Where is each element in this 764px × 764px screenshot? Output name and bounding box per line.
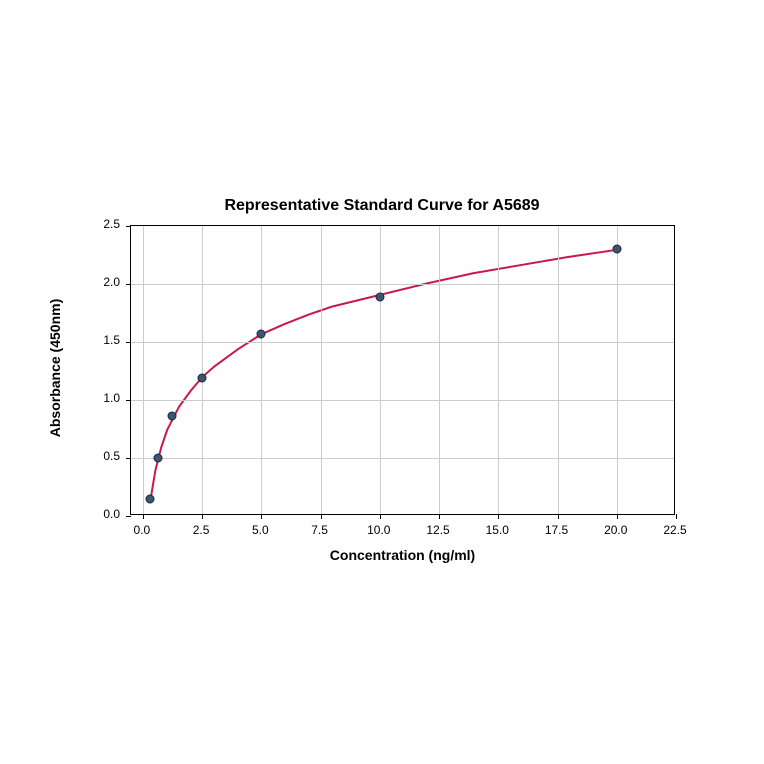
grid-line-vertical bbox=[439, 226, 440, 514]
y-axis-label: Absorbance (450nm) bbox=[47, 288, 63, 448]
y-tick-mark bbox=[126, 226, 131, 227]
y-tick-label: 0.5 bbox=[80, 449, 120, 463]
x-tick-label: 22.5 bbox=[655, 523, 695, 537]
x-tick-mark bbox=[439, 514, 440, 519]
x-tick-mark bbox=[143, 514, 144, 519]
x-tick-label: 2.5 bbox=[181, 523, 221, 537]
x-tick-label: 7.5 bbox=[300, 523, 340, 537]
grid-line-vertical bbox=[617, 226, 618, 514]
x-tick-label: 20.0 bbox=[596, 523, 636, 537]
y-tick-mark bbox=[126, 400, 131, 401]
y-tick-label: 1.5 bbox=[80, 333, 120, 347]
grid-line-vertical bbox=[261, 226, 262, 514]
x-tick-label: 17.5 bbox=[537, 523, 577, 537]
grid-line-vertical bbox=[380, 226, 381, 514]
grid-line-horizontal bbox=[131, 400, 674, 401]
y-tick-label: 2.0 bbox=[80, 275, 120, 289]
x-tick-mark bbox=[261, 514, 262, 519]
x-tick-label: 5.0 bbox=[240, 523, 280, 537]
grid-line-vertical bbox=[143, 226, 144, 514]
data-point bbox=[168, 412, 177, 421]
x-tick-mark bbox=[617, 514, 618, 519]
y-tick-label: 2.5 bbox=[80, 217, 120, 231]
curve-svg bbox=[131, 226, 674, 514]
grid-line-vertical bbox=[202, 226, 203, 514]
y-tick-mark bbox=[126, 458, 131, 459]
grid-line-vertical bbox=[558, 226, 559, 514]
fitted-curve bbox=[151, 250, 614, 497]
x-tick-mark bbox=[676, 514, 677, 519]
grid-line-horizontal bbox=[131, 284, 674, 285]
x-tick-label: 10.0 bbox=[359, 523, 399, 537]
y-tick-mark bbox=[126, 342, 131, 343]
data-point bbox=[375, 292, 384, 301]
x-tick-mark bbox=[498, 514, 499, 519]
plot-area bbox=[130, 225, 675, 515]
y-tick-label: 1.0 bbox=[80, 391, 120, 405]
x-tick-label: 12.5 bbox=[418, 523, 458, 537]
y-tick-label: 0.0 bbox=[80, 507, 120, 521]
x-tick-mark bbox=[380, 514, 381, 519]
grid-line-vertical bbox=[321, 226, 322, 514]
y-tick-mark bbox=[126, 284, 131, 285]
grid-line-horizontal bbox=[131, 458, 674, 459]
grid-line-vertical bbox=[498, 226, 499, 514]
x-tick-label: 15.0 bbox=[477, 523, 517, 537]
data-point bbox=[612, 245, 621, 254]
chart-container: Representative Standard Curve for A5689 … bbox=[0, 0, 764, 764]
data-point bbox=[257, 329, 266, 338]
data-point bbox=[146, 494, 155, 503]
x-axis-label: Concentration (ng/ml) bbox=[130, 547, 675, 563]
grid-line-horizontal bbox=[131, 342, 674, 343]
chart-title: Representative Standard Curve for A5689 bbox=[0, 197, 764, 215]
data-point bbox=[153, 454, 162, 463]
data-point bbox=[198, 373, 207, 382]
x-tick-mark bbox=[202, 514, 203, 519]
x-tick-mark bbox=[558, 514, 559, 519]
y-tick-mark bbox=[126, 516, 131, 517]
x-tick-label: 0.0 bbox=[122, 523, 162, 537]
x-tick-mark bbox=[321, 514, 322, 519]
